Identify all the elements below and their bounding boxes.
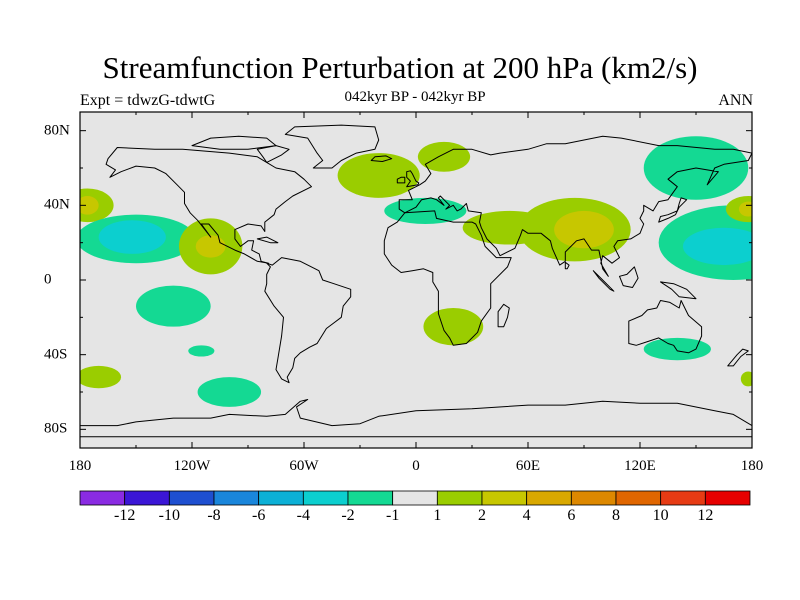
- colorbar-label: -4: [296, 507, 310, 524]
- coastline-borneo: [619, 266, 639, 288]
- colorbar-label: -8: [207, 507, 221, 524]
- x-tick-label: 180: [68, 458, 92, 474]
- y-tick-label: 40N: [44, 196, 70, 213]
- anomaly-region: [80, 196, 99, 215]
- colorbar-label: 12: [697, 507, 714, 524]
- colorbar-label: 10: [652, 507, 669, 524]
- colorbar-swatch: [258, 490, 304, 506]
- colorbar-label: 2: [478, 507, 486, 524]
- colorbar-swatch: [168, 490, 215, 506]
- coastline-cuba: [256, 236, 279, 244]
- axis-ticks: [79, 112, 753, 448]
- season-label: ANN: [718, 92, 753, 109]
- x-tick-label: 120E: [624, 458, 656, 474]
- y-tick-label: 40S: [44, 346, 68, 363]
- colorbar-label: -6: [251, 507, 266, 524]
- anomaly-region: [643, 337, 711, 361]
- anomaly-region: [738, 201, 752, 217]
- anomaly-region: [195, 235, 226, 258]
- coastline-uk: [406, 170, 420, 188]
- anomaly-region: [423, 308, 484, 346]
- coastline-australia: [628, 300, 703, 354]
- colorbar: [79, 490, 751, 506]
- colorbar-label: 8: [612, 507, 620, 524]
- coastline-greenland: [284, 124, 380, 169]
- colorbar-swatch: [704, 490, 751, 506]
- x-tick-label: 0: [412, 458, 420, 474]
- anomaly-region: [80, 365, 122, 389]
- colorbar-swatch: [436, 490, 483, 506]
- colorbar-swatch: [213, 490, 260, 506]
- y-tick-label: 0: [44, 271, 52, 288]
- anomaly-region: [384, 197, 467, 224]
- colorbar-label: 1: [433, 507, 442, 524]
- coastline-eurasia: [398, 135, 752, 277]
- y-tick-label: 80N: [44, 122, 70, 139]
- experiment-label: Expt = tdwzG-tdwtG: [80, 92, 216, 109]
- anomaly-region: [554, 210, 614, 249]
- colorbar-swatch: [79, 490, 126, 506]
- coastline-madagascar: [497, 303, 510, 328]
- coastline-japan: [658, 197, 688, 223]
- coastline-baffin: [256, 145, 290, 163]
- coastline-iceland: [370, 155, 393, 162]
- colorbar-swatch: [392, 490, 438, 506]
- plot-title: Streamfunction Perturbation at 200 hPa (…: [102, 50, 698, 85]
- anomaly-region: [197, 377, 262, 407]
- coastline-africa: [383, 210, 512, 346]
- coastline-sri-lanka: [564, 261, 570, 270]
- colorbar-label: -10: [158, 507, 180, 524]
- colorbar-label: 6: [567, 507, 576, 524]
- colorbar-swatch: [660, 490, 706, 506]
- colorbar-swatch: [481, 490, 528, 506]
- x-tick-label: 180: [740, 458, 764, 474]
- colorbar-swatch: [570, 490, 617, 506]
- x-tick-label: 60W: [289, 458, 319, 474]
- anomaly-region: [337, 153, 420, 198]
- colorbar-label: -12: [113, 507, 136, 524]
- x-tick-label: 60E: [515, 458, 541, 474]
- anomaly-region: [682, 227, 752, 266]
- coastline-north-america: [105, 147, 312, 264]
- coastline-new-zealand: [727, 348, 749, 367]
- colorbar-swatch: [124, 490, 170, 506]
- colorbar-swatch: [526, 490, 572, 506]
- colorbar-swatch: [615, 490, 662, 506]
- x-tick-label: 120W: [173, 458, 211, 474]
- anomaly-region: [417, 141, 471, 172]
- coastline-sumatra: [592, 270, 615, 292]
- anomaly-region: [136, 285, 211, 327]
- anomaly-region: [188, 345, 215, 357]
- anomaly-region: [98, 220, 166, 254]
- period-label: 042kyr BP - 042kyr BP: [344, 89, 486, 105]
- coastline-ireland: [396, 176, 406, 184]
- colorbar-swatch: [302, 490, 349, 506]
- coastline-new-guinea: [660, 281, 697, 300]
- colorbar-label: 4: [522, 507, 531, 524]
- coastlines: [80, 124, 752, 438]
- coastline-arctic-islands: [191, 135, 277, 150]
- colorbar-label: -1: [385, 507, 400, 524]
- y-tick-label: 80S: [44, 420, 68, 437]
- colorbar-swatch: [347, 490, 394, 506]
- coastline-antarctica: [80, 399, 752, 438]
- coastline-south-america: [264, 257, 352, 384]
- colorbar-label: -2: [341, 507, 355, 524]
- anomaly-region: [740, 371, 752, 387]
